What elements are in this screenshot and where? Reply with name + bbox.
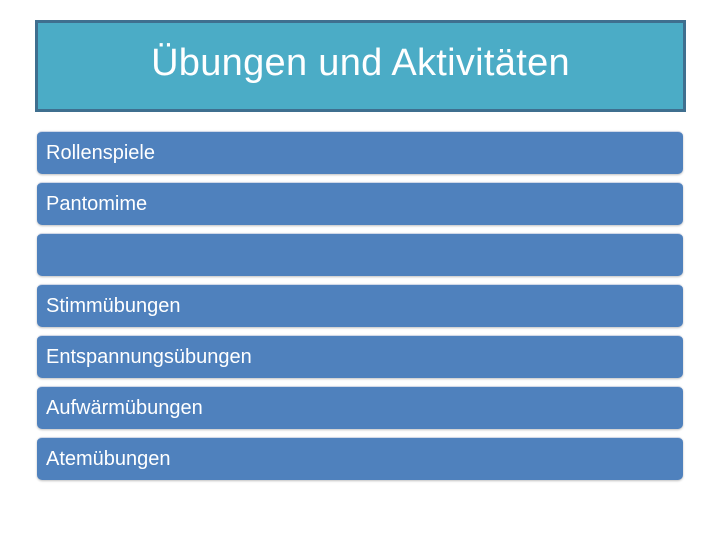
list-item: Rollenspiele bbox=[37, 131, 683, 174]
list-item-label: Entspannungsübungen bbox=[46, 345, 252, 368]
list-item-label: Stimmübungen bbox=[46, 294, 181, 317]
list-item: Stimmübungen bbox=[37, 284, 683, 327]
list-item: Aufwärmübungen bbox=[37, 386, 683, 429]
list-item: Entspannungsübungen bbox=[37, 335, 683, 378]
title-box: Übungen und Aktivitäten bbox=[35, 20, 686, 112]
list-item-label: Atemübungen bbox=[46, 447, 171, 470]
list-item: Atemübungen bbox=[37, 437, 683, 480]
slide-title: Übungen und Aktivitäten bbox=[151, 42, 570, 84]
list-item bbox=[37, 233, 683, 276]
list-item-label: Rollenspiele bbox=[46, 141, 155, 164]
list-item: Pantomime bbox=[37, 182, 683, 225]
activity-list: Rollenspiele Pantomime Stimmübungen Ents… bbox=[37, 131, 683, 488]
list-item-label: Aufwärmübungen bbox=[46, 396, 203, 419]
list-item-label: Pantomime bbox=[46, 192, 148, 215]
